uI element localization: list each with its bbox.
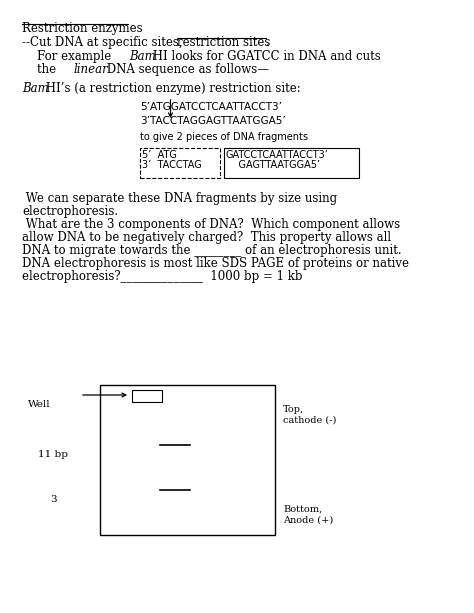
- Text: HI looks for GGATCC in DNA and cuts: HI looks for GGATCC in DNA and cuts: [149, 50, 381, 63]
- Text: electrophoresis.: electrophoresis.: [22, 205, 118, 218]
- Text: 3: 3: [50, 495, 56, 504]
- Text: GAGTTAATGGA5’: GAGTTAATGGA5’: [226, 160, 320, 170]
- Text: What are the 3 components of DNA?  Which component allows: What are the 3 components of DNA? Which …: [22, 218, 400, 231]
- Text: .: .: [266, 36, 270, 49]
- Bar: [132, 390, 162, 402]
- Text: DNA electrophoresis is most like SDS PAGE of proteins or native: DNA electrophoresis is most like SDS PAG…: [22, 257, 409, 270]
- Text: For example: For example: [22, 50, 115, 63]
- Text: --Cut DNA at specific sites,: --Cut DNA at specific sites,: [22, 36, 186, 49]
- Text: 5’  ATG: 5’ ATG: [142, 150, 177, 160]
- Bar: [224, 148, 359, 178]
- Bar: [140, 148, 220, 178]
- Text: restriction sites: restriction sites: [177, 36, 270, 49]
- Text: DNA sequence as follows—: DNA sequence as follows—: [103, 63, 269, 76]
- Text: Restriction enzymes: Restriction enzymes: [22, 22, 143, 35]
- Text: Bottom,
Anode (+): Bottom, Anode (+): [283, 505, 333, 524]
- Text: We can separate these DNA fragments by size using: We can separate these DNA fragments by s…: [22, 192, 337, 205]
- Text: allow DNA to be negatively charged?  This property allows all: allow DNA to be negatively charged? This…: [22, 231, 391, 244]
- Text: 3’TACCTAGGAGTTAATGGA5’: 3’TACCTAGGAGTTAATGGA5’: [140, 116, 286, 126]
- Text: 3’  TACCTAG: 3’ TACCTAG: [142, 160, 202, 170]
- Text: Well: Well: [28, 400, 51, 409]
- Text: electrophoresis?______________  1000 bp = 1 kb: electrophoresis?______________ 1000 bp =…: [22, 270, 302, 283]
- Text: Bam: Bam: [22, 82, 49, 95]
- Text: Top,
cathode (-): Top, cathode (-): [283, 405, 337, 424]
- Text: Bam: Bam: [129, 50, 156, 63]
- Text: 11 bp: 11 bp: [38, 450, 68, 459]
- Text: DNA to migrate towards the ________ of an electrophoresis unit.: DNA to migrate towards the ________ of a…: [22, 244, 401, 257]
- Text: HI’s (a restriction enzyme) restriction site:: HI’s (a restriction enzyme) restriction …: [42, 82, 301, 95]
- Text: linear: linear: [74, 63, 109, 76]
- Bar: [100, 385, 275, 535]
- Text: the: the: [22, 63, 60, 76]
- Text: to give 2 pieces of DNA fragments: to give 2 pieces of DNA fragments: [140, 132, 308, 142]
- Text: GATCCTCAATTACCT3’: GATCCTCAATTACCT3’: [226, 150, 329, 160]
- Text: 5’ATGGATCCTCAATTACCT3’: 5’ATGGATCCTCAATTACCT3’: [140, 102, 282, 112]
